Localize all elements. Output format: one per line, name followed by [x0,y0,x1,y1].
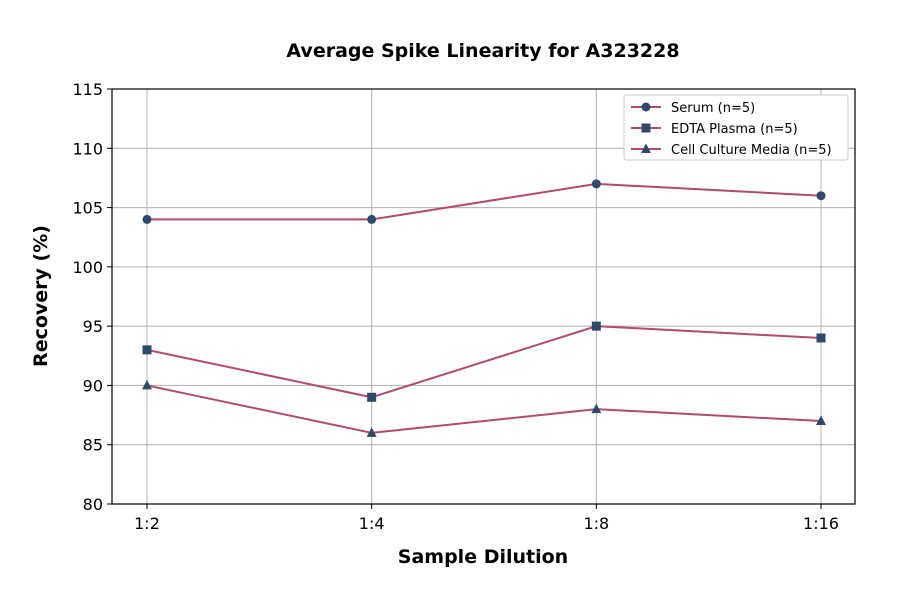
x-tick-label: 1:16 [803,514,839,533]
data-point [367,392,377,402]
data-point [142,214,152,224]
legend-marker [641,123,651,133]
data-point [591,403,602,414]
series-line-0 [147,182,822,221]
data-point [142,345,152,355]
series-line-2 [146,384,822,434]
y-tick-label: 80 [83,495,103,514]
y-tick-label: 105 [72,199,103,218]
y-tick-label: 115 [72,80,103,99]
data-point [366,427,377,437]
legend-marker [641,143,651,153]
data-point [816,191,826,201]
y-tick-label: 90 [83,376,103,395]
x-tick-label: 1:4 [359,514,385,533]
y-tick-label: 110 [72,139,103,158]
data-point [816,415,826,425]
chart-title: Average Spike Linearity for A323228 [286,40,679,62]
data-point [142,379,152,390]
legend-label: EDTA Plasma (n=5) [671,122,798,137]
x-tick-label: 1:8 [583,514,609,533]
y-tick-label: 95 [83,317,103,336]
legend-label: Serum (n=5) [671,101,755,116]
legend-label: Cell Culture Media (n=5) [671,143,832,158]
data-point [591,179,601,189]
legend: Serum (n=5) EDTA Plasma (n=5) Cell Culture… [623,94,849,161]
data-point [591,321,601,331]
series-line-1 [146,325,822,399]
legend-box [623,94,849,161]
x-tick-label: 1:2 [134,514,160,533]
legend-marker [641,102,651,112]
y-axis-label: Recovery (%) [30,225,52,367]
plot-area [111,88,856,505]
data-point [367,214,377,224]
y-tick-label: 85 [83,436,103,455]
x-axis-label: Sample Dilution [398,546,568,568]
y-tick-label: 100 [72,258,103,277]
data-point [816,333,826,343]
